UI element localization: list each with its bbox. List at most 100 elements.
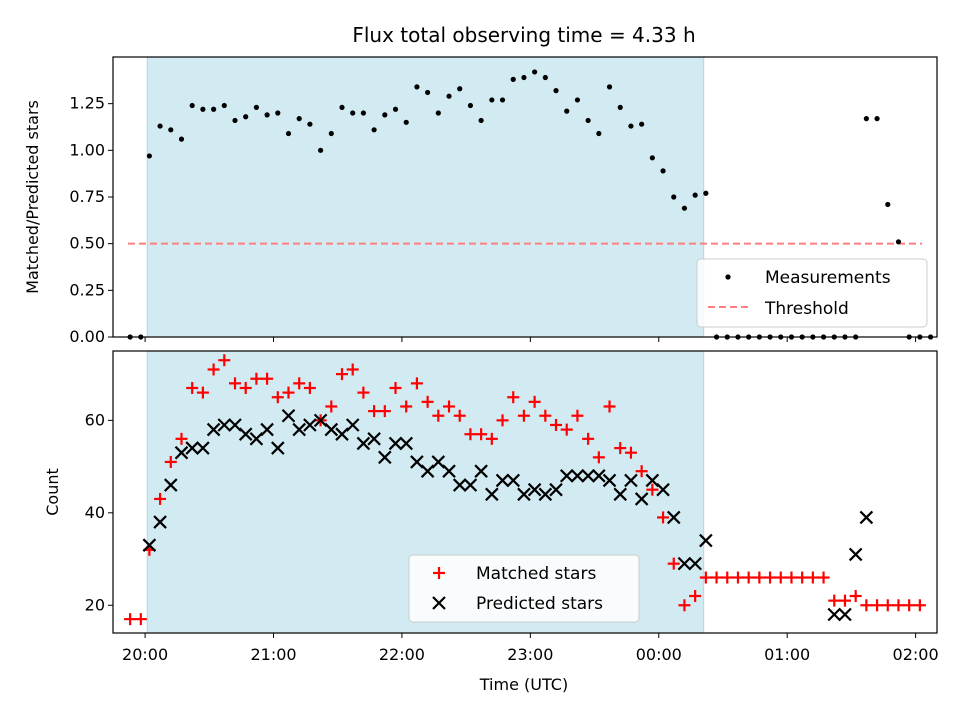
x-tick-label: 01:00 [764,645,810,664]
predicted-star-point [217,418,232,432]
matched-star-point [261,372,274,385]
matched-star-point [228,377,241,390]
matched-star-point [871,599,884,612]
measurement-point [874,116,880,122]
matched-star-point [164,455,177,468]
predicted-star-point [474,464,488,478]
measurement-point [285,130,292,137]
predicted-marker-b [613,487,628,502]
matched-star-point [614,442,627,455]
predicted-star-point [345,418,360,432]
predicted-marker-b [634,492,649,506]
matched-star-point [635,465,648,478]
matched-star-point [464,428,477,441]
measurement-point [895,239,902,245]
matched-star-point [603,400,616,413]
measurement-point [671,194,677,200]
matched-star-point [250,372,263,385]
measurement-point [371,127,377,133]
observing-window-band [146,56,705,338]
top-y-tick-label: 0.75 [69,187,105,206]
predicted-star-point [174,445,189,460]
predicted-star-point [452,478,467,492]
predicted-marker-b [410,455,424,469]
measurement-point [510,76,516,82]
top-y-axis-label: Matched/Predicted stars [23,100,42,294]
predicted-marker-b [388,436,403,451]
matched-star-point [325,400,338,413]
bottom-y-tick-label: 20 [85,595,105,614]
measurement-point [253,104,259,110]
top-y-tick-label: 0.00 [69,327,105,346]
predicted-star-point [527,482,542,497]
measurement-point [339,104,345,110]
count-points [124,354,926,626]
predicted-marker-b [838,607,852,622]
matched-star-point [592,451,605,464]
matched-star-point [432,409,445,422]
matched-star-point [881,599,894,612]
measurement-point [178,136,185,142]
measurement-point [703,190,709,196]
predicted-star-point [827,607,842,622]
predicted-marker-b [656,482,670,497]
matched-legend-marker [433,567,445,579]
predicted-star-point [602,473,617,488]
matched-star-point [271,391,284,404]
predicted-marker-b [345,418,360,432]
predicted-marker-b [153,515,167,529]
measurement-point [232,117,238,124]
measurement-point [360,110,367,116]
measurement-point [649,155,655,161]
matched-star-point [753,571,766,584]
predicted-marker-b [431,455,446,469]
matched-star-point [453,409,466,422]
predicted-star-point [559,469,574,483]
matched-star-point [175,432,188,445]
measurement-point [328,130,334,137]
predicted-star-point [463,478,478,492]
matched-star-point [710,571,723,584]
matched-star-point [903,599,916,612]
matched-star-point [785,571,798,584]
matched-star-point [475,428,488,441]
predicted-marker-b [474,464,488,478]
predicted-star-point [292,422,306,437]
predicted-marker-b [324,422,339,437]
predicted-marker-b [399,436,413,451]
predicted-star-point [185,441,199,455]
measurement-point [628,123,634,129]
predicted-star-point [613,487,628,502]
matched-star-point [186,381,199,394]
measurement-point [392,106,399,112]
bottom-legend-box [408,554,640,623]
predicted-star-point [378,450,392,465]
matched-star-point [154,492,167,505]
predicted-star-point [656,482,670,497]
measurement-point [639,121,645,127]
measurement-point [435,110,441,116]
predicted-marker-b [848,547,863,562]
predicted-star-point [699,533,713,548]
measurement-point [275,110,281,116]
matched-star-point [806,571,819,584]
predicted-star-point [356,436,371,451]
top-x-ticks [144,337,917,342]
predicted-star-point [666,510,681,525]
matched-star-point [282,386,295,399]
measurement-point [489,97,495,103]
matched-star-point [817,571,830,584]
predicted-marker-b [699,533,713,548]
predicted-star-point [388,436,403,451]
measurement-points [127,69,934,340]
matched-star-point [336,368,349,381]
predicted-star-point [153,515,167,529]
top-legend-box [696,258,928,328]
measurements-legend-label: Measurements [765,268,891,288]
matched-star-point [507,391,520,404]
predicted-marker-b [367,432,381,446]
predicted-star-point [677,556,692,571]
measurement-point [446,93,452,99]
predicted-marker-b [859,510,874,525]
matched-star-point [357,386,370,399]
